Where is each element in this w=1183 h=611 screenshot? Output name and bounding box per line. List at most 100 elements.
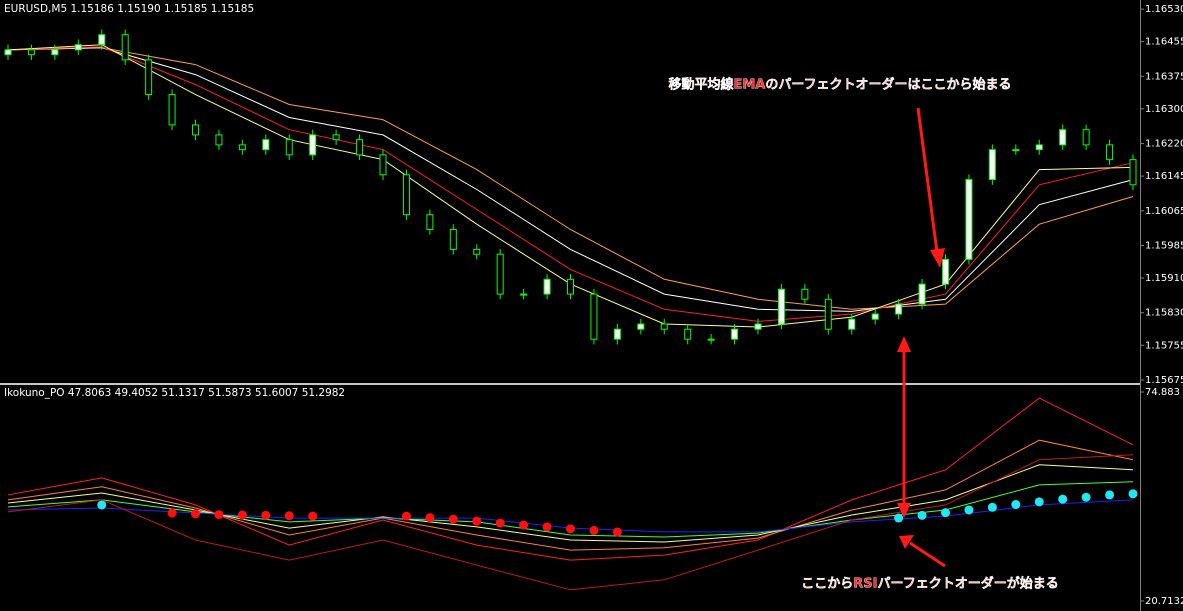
signal-dot [964,505,974,515]
indicator-line [7,454,1134,591]
candle-body [145,59,153,96]
candle-body [496,253,504,295]
candle-body [731,328,739,340]
candle-body [660,323,668,330]
candle-body [871,313,879,320]
indicator-line [7,439,1134,551]
candle-body [965,179,973,260]
candle-body [684,328,692,340]
candle-body [168,94,176,126]
candle-body [215,134,223,146]
arrow-head [930,248,945,268]
indicator-line [7,47,1134,310]
y-tick-label: 1.16300 [1145,104,1183,115]
signal-dot [284,511,294,521]
candle-body [590,293,598,340]
y-tick-label: 1.15755 [1145,340,1183,351]
arrow-head [897,503,911,518]
signal-dot [1128,489,1138,499]
candle-body [1012,149,1020,152]
arrow [916,107,939,253]
signal-dot [987,502,997,512]
candle-body [402,174,410,216]
indicator-header: Ikokuno_PO 47.8063 49.4052 51.1317 51.58… [4,387,345,399]
y-tick-label: 1.16065 [1145,206,1183,217]
y-tick-label: 20.7132 [1145,596,1183,607]
candle-body [567,278,574,295]
annotation: ここからRSIパーフェクトオーダーが始まる [801,576,1058,592]
candle-body [27,49,35,56]
candle-body [754,323,762,330]
indicator-line [7,46,1134,322]
candle-body [848,318,856,330]
y-tick-label: 1.15830 [1145,308,1183,319]
signal-dot [542,522,552,532]
y-tick-label: 74.883 [1145,387,1180,398]
candle-body [895,303,903,315]
candle-body [285,139,293,156]
candle-body [777,288,785,325]
y-tick-label: 1.16220 [1145,139,1183,150]
candle-body [309,134,317,156]
candle-body [121,34,129,61]
signal-dot [308,511,318,521]
candle-body [824,298,832,330]
signal-dot [589,525,599,535]
signal-dot [941,508,950,518]
candle-body [801,288,809,300]
signal-dot [472,516,482,526]
candle-body [1106,144,1114,161]
candle-body [332,134,340,141]
candle-body [637,323,645,330]
y-tick-label: 1.16375 [1145,71,1183,82]
signal-dot [237,510,247,520]
marks: 1.16530 1.16455 1.16375 1.16300 1.16220 1.161… [4,4,1183,607]
signal-dot [261,510,271,520]
candle-body [356,139,364,156]
candle-body [262,139,270,151]
candle-body [613,328,621,340]
candle-body [473,248,481,255]
candle-body [4,49,12,56]
signal-dot [425,513,435,523]
annotation: 移動平均線EMAのパーフェクトオーダーはここから始まる [668,77,1011,93]
candle-body [74,44,82,51]
candle-body [426,214,434,230]
signal-dot [495,518,505,528]
candle-body [988,149,996,181]
y-tick-label: 1.15985 [1145,241,1183,252]
signal-dot [97,500,107,510]
y-tick-label: 1.16145 [1145,171,1183,182]
signal-dot [448,514,458,524]
signal-dot [1081,492,1091,502]
candle-body [1082,129,1090,146]
signal-dot [1034,497,1044,507]
candle-body [1129,159,1137,186]
signal-dot [214,510,224,520]
candle-body [520,293,528,296]
candle-body [192,124,199,136]
indicator-line [7,47,1134,312]
y-tick-label: 1.16455 [1145,37,1183,48]
candle-body [238,144,246,151]
y-tick-label: 1.15910 [1145,273,1183,284]
candle-body [1035,144,1043,151]
arrow-head [899,535,914,549]
signal-dot [917,510,927,520]
signal-dot [401,511,411,521]
candle-body [543,278,551,295]
candle-body [98,34,106,46]
y-tick-label: 1.16530 [1145,4,1183,15]
signal-dot [1105,490,1115,500]
signal-dot [167,508,177,518]
candle-body [449,228,457,250]
candle-body [379,154,387,176]
indicator-line [7,397,1134,561]
arrow-head [897,336,911,352]
candle-body [707,338,715,341]
candle-body [942,258,949,285]
signal-dot [191,509,200,519]
arrow [909,541,946,568]
